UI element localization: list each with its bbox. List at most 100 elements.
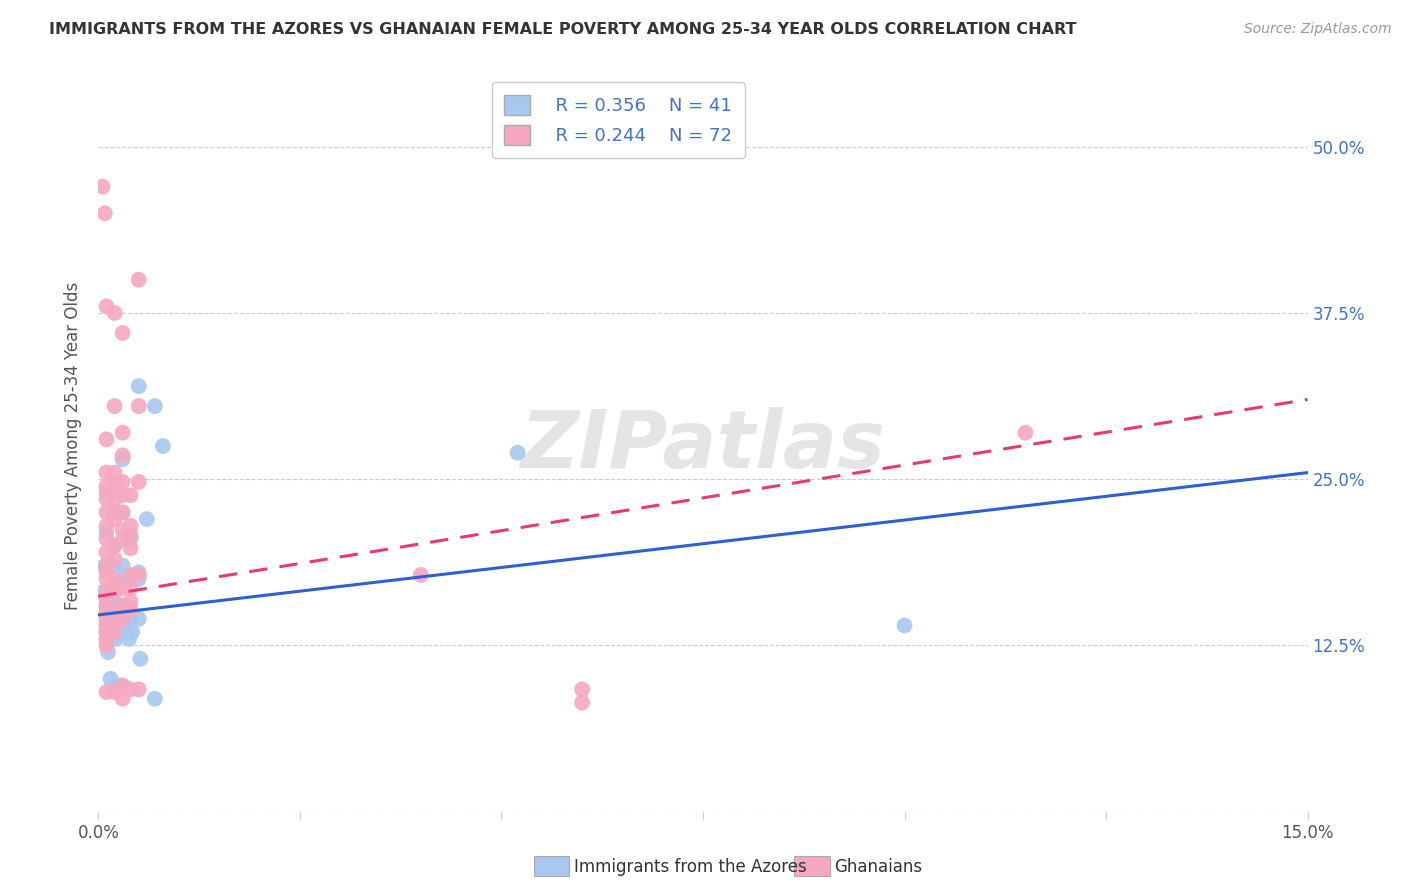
Point (111, 425, 134, 440)
Point (96, 433, 118, 447)
Point (96, 685, 118, 699)
Point (111, 452, 134, 467)
Point (96, 492, 118, 507)
Point (128, 682, 150, 697)
Point (111, 506, 134, 520)
Point (96, 518, 118, 533)
Point (96, 599, 118, 613)
Point (96, 532, 118, 546)
Point (111, 326, 134, 340)
Point (120, 488, 142, 502)
Point (100, 672, 122, 686)
Point (120, 594, 142, 608)
Text: Ghanaians: Ghanaians (834, 858, 922, 876)
Point (107, 678, 129, 692)
Point (112, 618, 135, 632)
Point (103, 539, 125, 553)
Point (120, 518, 142, 533)
Point (111, 599, 134, 613)
Point (152, 439, 174, 453)
Point (115, 625, 138, 640)
Point (111, 691, 134, 706)
Point (143, 399, 166, 413)
Point (120, 541, 142, 556)
Point (111, 612, 134, 626)
Point (120, 682, 142, 697)
Point (128, 566, 150, 580)
Point (103, 615, 125, 630)
Point (103, 615, 125, 630)
Point (111, 582, 134, 596)
Point (103, 572, 125, 586)
Point (96, 612, 118, 626)
Point (96, 479, 118, 493)
Point (96, 585, 118, 599)
Point (103, 475, 125, 489)
Point (96, 639, 118, 653)
Point (103, 605, 125, 619)
Point (103, 539, 125, 553)
Point (97, 645, 120, 659)
Point (118, 632, 141, 646)
Point (105, 625, 128, 640)
Point (96, 618, 118, 632)
Point (103, 466, 125, 480)
Point (120, 602, 142, 616)
Point (128, 399, 150, 413)
Point (143, 691, 166, 706)
Point (121, 625, 143, 640)
Point (129, 652, 152, 666)
Point (96, 466, 118, 480)
Text: Immigrants from the Azores: Immigrants from the Azores (574, 858, 807, 876)
Point (96, 506, 118, 520)
Point (103, 585, 125, 599)
Point (111, 448, 134, 462)
Point (111, 558, 134, 573)
Point (103, 685, 125, 699)
Point (128, 379, 150, 393)
Text: Source: ZipAtlas.com: Source: ZipAtlas.com (1244, 22, 1392, 37)
Point (571, 682, 593, 697)
Point (120, 572, 142, 586)
Point (96, 485, 118, 500)
Point (96, 618, 118, 632)
Point (91, 179, 114, 194)
Point (105, 632, 128, 646)
Point (128, 568, 150, 582)
Point (96, 632, 118, 646)
Point (128, 612, 150, 626)
Point (111, 678, 134, 692)
Point (128, 273, 150, 287)
Point (103, 612, 125, 626)
Point (97, 605, 120, 619)
Point (120, 532, 142, 546)
Point (128, 475, 150, 489)
Point (103, 483, 125, 497)
Point (103, 506, 125, 520)
Point (103, 399, 125, 413)
Point (111, 475, 134, 489)
Point (120, 568, 142, 582)
Point (111, 572, 134, 586)
Point (103, 512, 125, 526)
Point (96, 572, 118, 586)
Point (94, 558, 117, 573)
Point (571, 696, 593, 710)
Point (111, 488, 134, 502)
Point (409, 568, 432, 582)
Point (96, 558, 118, 573)
Point (111, 532, 134, 546)
Point (103, 585, 125, 599)
Point (96, 566, 118, 580)
Point (96, 599, 118, 613)
Point (135, 512, 157, 526)
Point (103, 552, 125, 566)
Point (96, 545, 118, 559)
Point (94, 206, 117, 220)
Point (893, 618, 915, 632)
Point (103, 558, 125, 573)
Point (120, 612, 142, 626)
Point (96, 525, 118, 540)
Point (120, 528, 142, 542)
Point (506, 445, 529, 459)
